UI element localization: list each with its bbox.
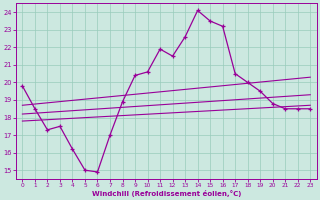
X-axis label: Windchill (Refroidissement éolien,°C): Windchill (Refroidissement éolien,°C) [92, 190, 241, 197]
